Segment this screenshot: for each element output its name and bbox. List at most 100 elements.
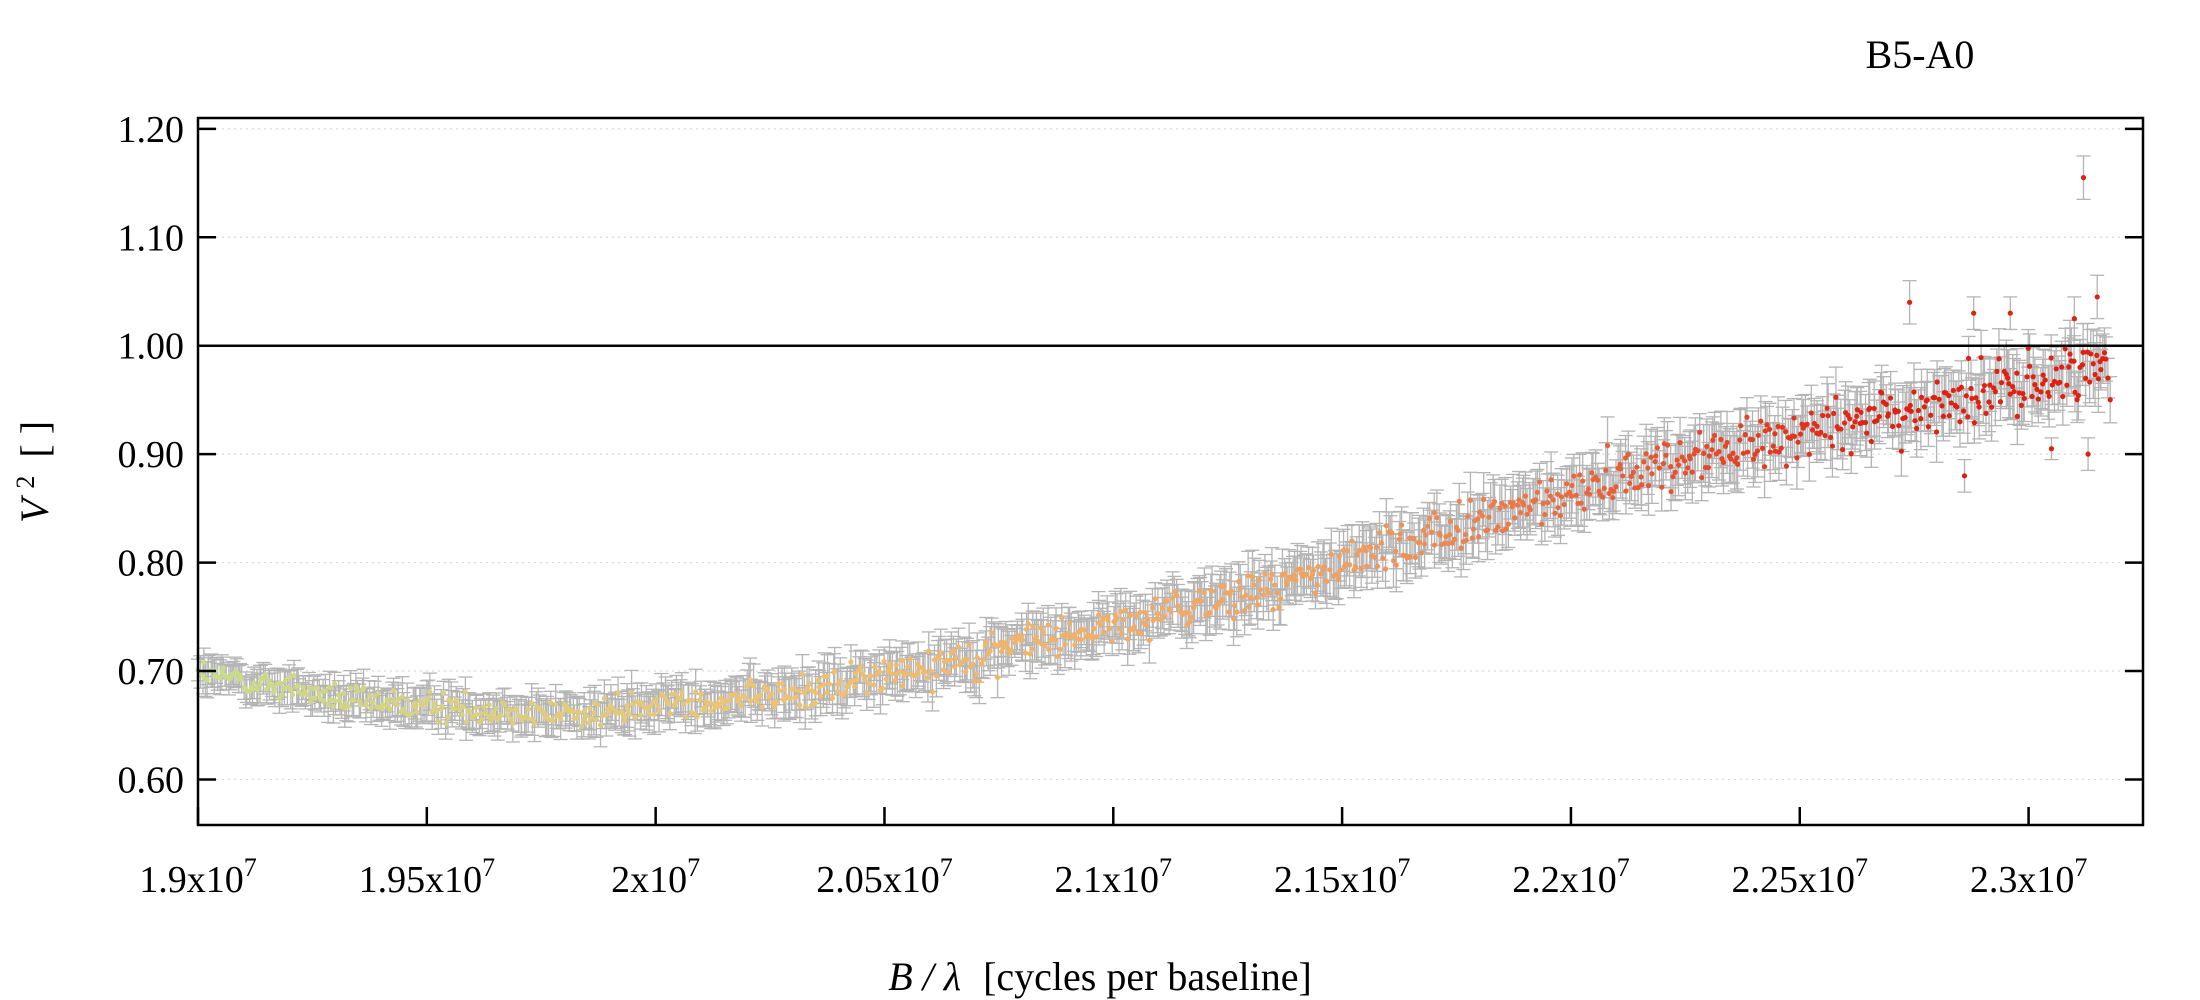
data-point-0-1059 [2038,389,2044,395]
data-point-0-785 [1561,501,1567,508]
data-point-0-191 [529,700,535,706]
data-point-0-811 [1606,490,1612,496]
data-point-0-953 [1854,413,1860,419]
y-tick-label-4: 1.00 [118,326,185,368]
data-point-0-477 [1025,621,1031,627]
data-point-0-663 [1349,538,1355,544]
data-point-0-394 [881,658,887,664]
data-point-0-o2 [1971,310,1977,316]
plot-frame [196,116,2145,827]
data-point-0-702 [1417,539,1423,545]
data-point-0-789 [1568,493,1575,499]
data-point-0-204 [550,718,556,724]
data-point-0-149 [454,701,460,707]
data-point-0-606 [1249,574,1256,580]
data-point-0-337 [781,686,788,692]
data-point-0-546 [1145,616,1151,622]
data-point-0-38 [262,671,268,678]
data-point-0-539 [1133,613,1139,619]
data-point-0-132 [425,695,432,701]
data-point-0-364 [829,695,836,701]
data-point-0-507 [1078,636,1084,642]
data-point-0-815 [1613,484,1619,490]
data-point-0-464 [1003,639,1009,646]
data-point-0-124 [412,700,418,706]
data-point-0-620 [1274,590,1280,596]
data-point-0-759 [1516,497,1522,503]
data-point-0-552 [1155,610,1161,617]
data-point-0-992 [1921,404,1928,410]
data-point-0-538 [1131,624,1137,630]
data-point-0-782 [1555,504,1561,511]
data-point-0-1091 [2094,352,2100,358]
data-point-0-422 [929,689,936,695]
data-point-0-901 [1762,428,1768,434]
data-point-0-577 [1199,598,1205,604]
data-point-0-575 [1196,587,1202,594]
data-point-0-1009 [1950,387,1956,394]
data-point-0-647 [1321,564,1327,570]
data-point-0-340 [787,696,793,702]
data-point-0-495 [1057,646,1063,652]
data-point-0-93 [357,701,364,707]
data-point-0-542 [1138,631,1144,637]
data-point-0-828 [1635,485,1641,491]
data-point-0-224 [586,720,592,726]
data-point-0-1035 [1996,356,2002,362]
data-point-0-91 [354,688,361,695]
data-point-0-881 [1728,456,1734,462]
data-point-0-1081 [2075,392,2082,399]
data-point-0-871 [1710,437,1716,443]
data-point-0-122 [408,711,415,717]
data-point-0-703 [1418,550,1424,556]
data-point-0-42 [269,682,275,688]
data-point-0-400 [892,678,898,684]
data-point-0-63 [306,685,312,691]
data-point-0-479 [1029,646,1035,652]
data-point-0-180 [508,716,514,722]
y-axis-label: V 2 [ ] [0,421,57,523]
data-point-0-792 [1573,492,1579,498]
data-point-0-926 [1806,451,1812,457]
data-point-0-709 [1428,529,1435,535]
data-point-0-520 [1100,617,1106,623]
data-point-0-1048 [2018,402,2024,408]
data-point-0-489 [1046,646,1052,652]
data-point-0-841 [1659,484,1665,490]
data-point-0-1006 [1946,393,1952,399]
data-point-0-700 [1412,554,1418,560]
data-point-0-594 [1228,587,1234,594]
data-point-0-799 [1585,486,1592,492]
data-point-0-966 [1876,414,1882,420]
data-point-0-884 [1734,455,1740,461]
data-point-0-1017 [1965,414,1971,420]
data-point-0-1041 [2006,381,2012,387]
data-point-0-879 [1724,439,1730,446]
data-point-0-996 [1928,412,1934,418]
data-point-0-676 [1372,554,1378,560]
data-point-0-875 [1718,436,1724,443]
data-point-0-1002 [1939,403,1945,409]
data-point-0-836 [1649,471,1655,477]
data-point-0-1026 [1980,387,1986,394]
data-point-0-721 [1449,540,1455,546]
data-point-0-1049 [2020,390,2026,397]
data-point-0-910 [1778,445,1784,451]
data-point-0-67 [312,695,318,701]
data-point-0-600 [1239,594,1245,600]
data-point-0-142 [443,720,449,727]
data-point-0-1092 [2095,376,2102,382]
data-point-0-333 [775,681,781,687]
data-point-0-1034 [1994,368,2000,374]
data-point-0-391 [876,669,882,675]
data-point-0-829 [1638,474,1644,480]
data-point-0-961 [1867,405,1873,411]
data-point-0-651 [1328,551,1334,557]
data-point-0-965 [1874,418,1880,424]
data-point-0-804 [1595,477,1601,483]
data-point-0-1055 [2030,374,2036,380]
data-point-0-416 [920,665,926,671]
data-point-0-541 [1137,609,1143,615]
data-point-0-1015 [1960,408,1967,414]
data-point-0-1029 [1986,399,1992,405]
